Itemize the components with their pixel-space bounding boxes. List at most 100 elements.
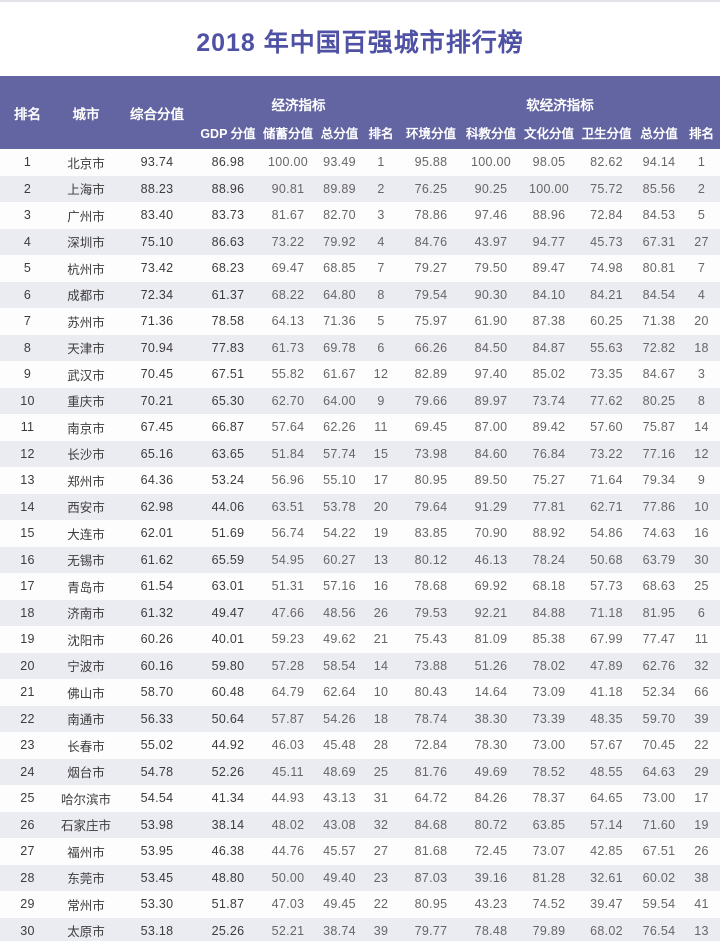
cell-rank: 20 — [20, 658, 35, 673]
cell-culture-score: 75.27 — [532, 473, 566, 488]
cell-econ-rank: 5 — [377, 314, 385, 329]
cell-culture-score: 68.18 — [532, 579, 566, 594]
cell-sci-edu-score: 79.50 — [474, 261, 508, 276]
cell-environment-score: 76.25 — [414, 181, 448, 196]
cell-rank: 18 — [20, 605, 35, 620]
city-ranking-table: 排名 城市 综合分值 经济指标 软经济指标 GDP 分值 储蓄分值 总分值 排名… — [0, 76, 720, 941]
col-header-rank: 排名 — [0, 76, 55, 149]
cell-environment-score: 69.45 — [414, 420, 448, 435]
cell-sci-edu-score: 70.90 — [474, 526, 508, 541]
cell-city: 苏州市 — [67, 315, 105, 330]
cell-rank: 26 — [20, 817, 35, 832]
cell-soft-total-score: 67.31 — [642, 234, 676, 249]
cell-environment-score: 80.12 — [414, 552, 448, 567]
cell-soft-total-score: 84.67 — [642, 367, 676, 382]
cell-savings-score: 47.03 — [271, 897, 305, 912]
cell-city: 南京市 — [67, 421, 105, 436]
cell-econ-rank: 23 — [373, 870, 389, 885]
cell-soft-rank: 4 — [697, 287, 706, 302]
cell-city: 东莞市 — [67, 872, 105, 887]
cell-soft-total-score: 77.47 — [642, 632, 676, 647]
cell-sci-edu-score: 49.69 — [474, 764, 508, 779]
cell-savings-score: 54.95 — [271, 552, 305, 567]
cell-environment-score: 80.95 — [414, 897, 448, 912]
cell-environment-score: 78.86 — [414, 208, 448, 223]
cell-savings-score: 81.67 — [271, 208, 305, 223]
table-row: 20 宁波市 60.16 59.80 57.28 58.54 14 73.88 51.26 78.… — [0, 652, 720, 679]
cell-sci-edu-score: 90.25 — [474, 181, 508, 196]
cell-soft-total-score: 77.86 — [642, 499, 676, 514]
cell-culture-score: 85.02 — [532, 367, 566, 382]
cell-sci-edu-score: 78.48 — [474, 923, 508, 938]
page-title: 2018 年中国百强城市排行榜 — [196, 29, 524, 57]
cell-city: 佛山市 — [67, 686, 105, 701]
cell-gdp-score: 66.87 — [211, 420, 245, 435]
cell-soft-total-score: 73.00 — [642, 791, 676, 806]
cell-composite-score: 93.74 — [140, 155, 174, 170]
cell-econ-rank: 25 — [373, 764, 389, 779]
cell-sci-edu-score: 51.26 — [474, 658, 508, 673]
cell-soft-total-score: 77.16 — [642, 446, 676, 461]
cell-city: 宁波市 — [67, 660, 105, 675]
cell-rank: 11 — [20, 420, 35, 435]
cell-econ-total-score: 62.26 — [323, 420, 356, 435]
cell-savings-score: 48.02 — [271, 817, 305, 832]
cell-sci-edu-score: 92.21 — [474, 605, 508, 620]
cell-culture-score: 78.24 — [532, 552, 566, 567]
cell-culture-score: 76.84 — [532, 446, 566, 461]
cell-culture-score: 85.38 — [532, 632, 566, 647]
table-row: 5 杭州市 73.42 68.23 69.47 68.85 7 79.27 79.50 89.47… — [0, 255, 720, 282]
cell-econ-total-score: 55.10 — [323, 473, 356, 488]
cell-econ-rank: 26 — [373, 605, 389, 620]
cell-city: 无锡市 — [67, 554, 105, 569]
cell-culture-score: 89.47 — [532, 261, 566, 276]
cell-city: 福州市 — [67, 845, 105, 860]
table-row: 3 广州市 83.40 83.73 81.67 82.70 3 78.86 97.46 88.96… — [0, 202, 720, 229]
cell-culture-score: 87.38 — [532, 314, 566, 329]
cell-sci-edu-score: 46.13 — [474, 552, 508, 567]
col-header-savings-score: 储蓄分值 — [259, 116, 317, 149]
cell-health-score: 74.98 — [590, 261, 623, 276]
cell-composite-score: 72.34 — [140, 287, 174, 302]
cell-composite-score: 53.30 — [140, 897, 174, 912]
cell-gdp-score: 61.37 — [211, 287, 245, 302]
cell-soft-rank: 1 — [697, 155, 706, 170]
cell-health-score: 57.60 — [590, 420, 623, 435]
table-row: 29 常州市 53.30 51.87 47.03 49.45 22 80.95 43.23 74.… — [0, 891, 720, 918]
cell-composite-score: 70.21 — [140, 393, 174, 408]
cell-environment-score: 79.54 — [414, 287, 448, 302]
cell-econ-total-score: 49.62 — [323, 632, 356, 647]
cell-city: 天津市 — [67, 342, 105, 357]
cell-environment-score: 73.98 — [414, 446, 448, 461]
cell-gdp-score: 63.01 — [211, 579, 245, 594]
cell-health-score: 45.73 — [590, 234, 623, 249]
cell-soft-rank: 26 — [694, 844, 709, 859]
cell-econ-total-score: 68.85 — [323, 261, 356, 276]
table-row: 19 沈阳市 60.26 40.01 59.23 49.62 21 75.43 81.09 85.… — [0, 626, 720, 653]
cell-soft-total-score: 75.87 — [642, 420, 676, 435]
cell-health-score: 73.22 — [590, 446, 623, 461]
cell-city: 哈尔滨市 — [60, 792, 111, 807]
cell-soft-total-score: 74.63 — [642, 526, 676, 541]
table-row: 12 长沙市 65.16 63.65 51.84 57.74 15 73.98 84.60 76.… — [0, 440, 720, 467]
group-header-soft-economic: 软经济指标 — [400, 76, 720, 116]
cell-rank: 25 — [20, 791, 35, 806]
cell-sci-edu-score: 69.92 — [474, 579, 508, 594]
cell-soft-rank: 5 — [697, 208, 706, 223]
cell-composite-score: 58.70 — [140, 685, 174, 700]
cell-econ-rank: 3 — [377, 208, 385, 223]
cell-econ-total-score: 71.36 — [323, 314, 356, 329]
cell-health-score: 82.62 — [590, 155, 623, 170]
cell-sci-edu-score: 14.64 — [474, 685, 508, 700]
cell-econ-total-score: 62.64 — [323, 685, 356, 700]
cell-gdp-score: 44.92 — [211, 738, 245, 753]
cell-health-score: 68.02 — [590, 923, 623, 938]
table-body: 1 北京市 93.74 86.98 100.00 93.49 1 95.88 100.00 98.… — [0, 149, 720, 941]
cell-soft-total-score: 81.95 — [642, 605, 676, 620]
cell-health-score: 67.99 — [590, 632, 623, 647]
cell-city: 上海市 — [67, 183, 105, 198]
cell-gdp-score: 78.58 — [211, 314, 245, 329]
cell-culture-score: 81.28 — [532, 870, 566, 885]
cell-savings-score: 62.70 — [271, 393, 305, 408]
cell-savings-score: 100.00 — [267, 155, 309, 170]
